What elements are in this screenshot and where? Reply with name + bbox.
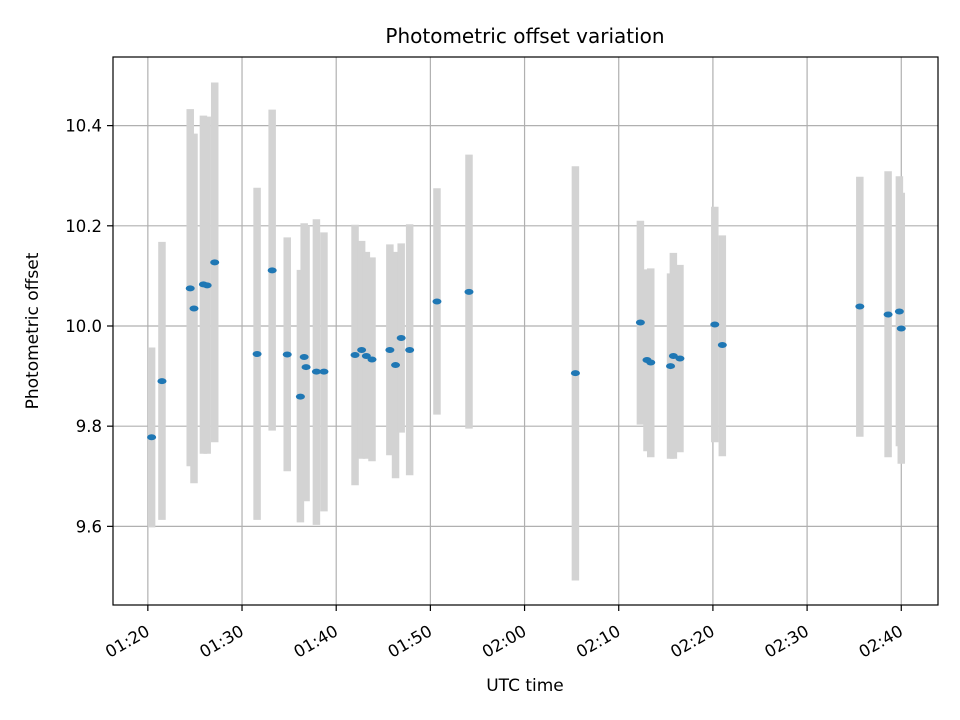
data-point: [252, 351, 262, 358]
data-point: [301, 364, 311, 371]
y-tick-label: 9.6: [76, 517, 102, 536]
data-point: [210, 259, 220, 266]
data-point: [185, 285, 195, 292]
data-point: [350, 352, 360, 359]
errorbars: [147, 82, 906, 581]
data-point: [267, 267, 277, 274]
plot-frame: [112, 56, 939, 606]
data-point: [666, 363, 676, 370]
x-tick-label: 01:40: [291, 621, 342, 661]
y-tick-label: 10.2: [65, 217, 102, 236]
data-point: [896, 325, 906, 332]
data-point: [717, 342, 727, 349]
x-axis-ticks: 01:20 01:30 01:40 01:50 02:00 02:10 02:20 02:30…: [102, 605, 906, 662]
data-point: [432, 298, 442, 305]
data-point: [894, 308, 904, 315]
data-point: [570, 370, 580, 377]
x-tick-label: 01:50: [385, 621, 436, 661]
data-point: [646, 359, 656, 366]
data-point: [147, 434, 157, 441]
y-tick-label: 10.0: [65, 317, 102, 336]
data-point: [299, 354, 309, 361]
data-point: [295, 393, 305, 400]
chart-title: Photometric offset variation: [385, 24, 664, 48]
data-point: [202, 282, 212, 289]
y-axis-ticks: 9.6 9.8 10.0 10.2 10.4: [65, 117, 113, 536]
y-tick-label: 10.4: [65, 117, 102, 136]
y-axis-label: Photometric offset: [23, 252, 43, 409]
data-point: [311, 368, 321, 375]
y-tick-label: 9.8: [76, 417, 102, 436]
data-point: [405, 347, 415, 354]
data-point: [189, 305, 199, 312]
data-point: [385, 347, 395, 354]
data-point: [668, 353, 678, 360]
data-point: [157, 378, 167, 385]
x-axis-label: UTC time: [486, 676, 564, 696]
x-tick-label: 02:20: [667, 621, 718, 661]
data-point: [464, 288, 474, 295]
data-point: [396, 335, 406, 342]
x-tick-label: 01:30: [196, 621, 247, 661]
data-point: [883, 311, 893, 318]
data-point: [367, 356, 377, 363]
data-point: [357, 347, 367, 354]
x-tick-label: 02:30: [761, 621, 812, 661]
data-point: [710, 321, 720, 328]
data-point: [361, 353, 371, 360]
x-tick-label: 02:00: [479, 621, 530, 661]
x-tick-label: 01:20: [102, 621, 153, 661]
data-point: [855, 303, 865, 310]
data-point: [319, 368, 329, 375]
data-point: [675, 355, 685, 362]
x-tick-label: 02:10: [573, 621, 624, 661]
data-point: [391, 362, 401, 369]
x-tick-label: 02:40: [856, 621, 907, 661]
data-point: [282, 351, 292, 358]
data-points: [147, 259, 906, 441]
grid: [113, 57, 938, 605]
data-point: [635, 319, 645, 326]
